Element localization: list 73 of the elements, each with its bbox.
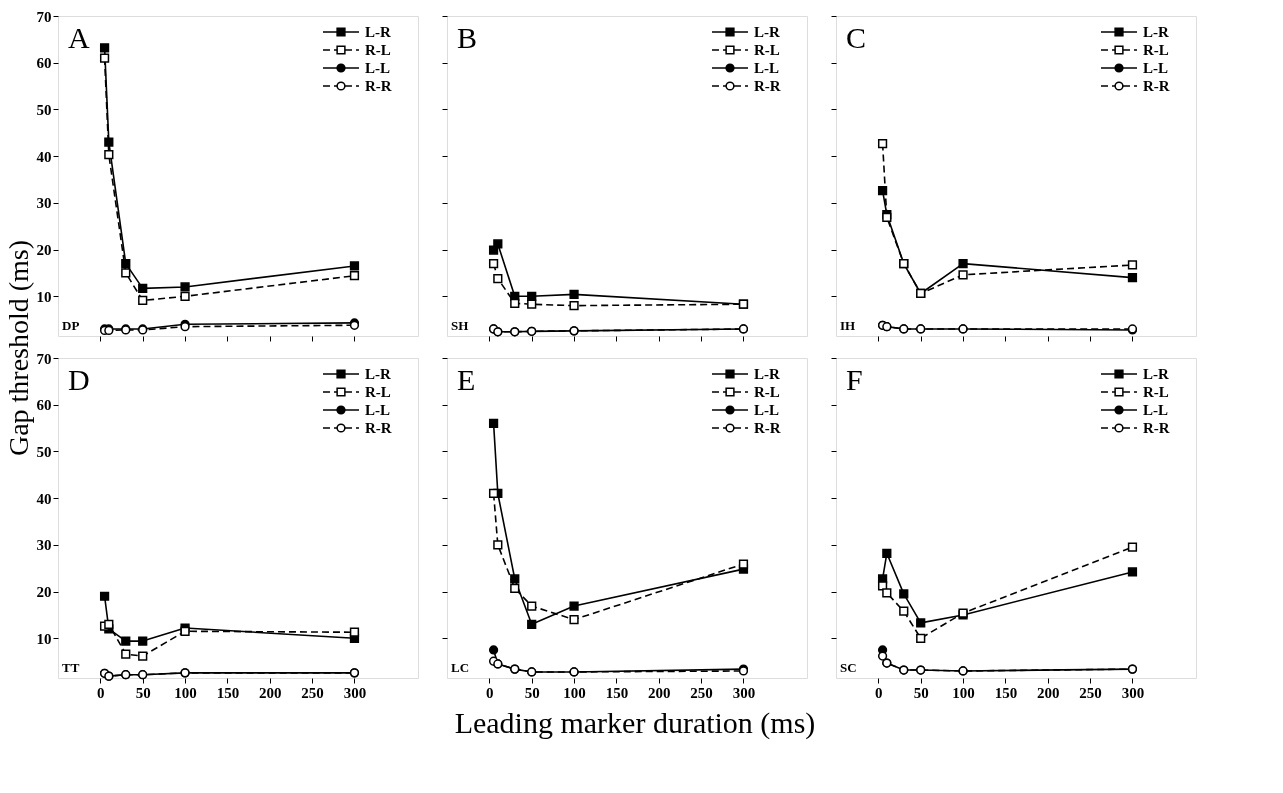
legend-label: R-L: [365, 384, 391, 400]
x-tick-label: 250: [1079, 684, 1102, 701]
x-tick-label: 250: [301, 684, 324, 701]
chart-title: B: [457, 21, 478, 54]
x-tick-label: 100: [174, 684, 197, 701]
annotation: DP: [62, 318, 80, 333]
legend-label: L-R: [1143, 24, 1169, 40]
legend-label: L-R: [754, 24, 780, 40]
y-tick-label: 10: [36, 630, 52, 647]
legend-label: L-L: [365, 402, 391, 418]
legend-label: L-R: [365, 24, 391, 40]
x-tick-label: 0: [97, 684, 105, 701]
chart-title: E: [457, 363, 476, 396]
legend-label: L-R: [754, 366, 780, 382]
x-tick-label: 150: [605, 684, 629, 701]
x-tick-label: 50: [135, 684, 151, 701]
x-tick-label: 50: [524, 684, 540, 701]
legend-label: R-R: [1143, 78, 1170, 94]
y-tick-label: 20: [36, 242, 52, 259]
x-tick-label: 200: [259, 684, 282, 701]
x-tick-label: 50: [913, 684, 929, 701]
annotation: LC: [451, 660, 470, 675]
y-tick-label: 50: [36, 101, 52, 118]
x-tick-label: 200: [648, 684, 671, 701]
legend-label: R-L: [754, 42, 780, 58]
y-tick-label: 10: [36, 288, 52, 305]
x-tick-label: 150: [994, 684, 1018, 701]
y-axis-title: Gap threshold (ms): [3, 239, 34, 457]
legend-label: R-L: [754, 384, 780, 400]
y-tick-label: 40: [36, 148, 52, 165]
y-tick-label: 70: [36, 8, 52, 25]
y-tick-label: 30: [36, 537, 52, 554]
x-tick-label: 300: [732, 684, 756, 701]
legend-label: L-R: [365, 366, 391, 382]
chart-title: F: [846, 363, 863, 396]
legend-label: L-L: [365, 60, 391, 76]
x-tick-label: 250: [690, 684, 713, 701]
legend-label: L-L: [1143, 60, 1169, 76]
y-tick-label: 30: [36, 195, 52, 212]
y-tick-label: 50: [36, 443, 52, 460]
x-tick-label: 100: [563, 684, 586, 701]
legend-label: L-R: [1143, 366, 1169, 382]
annotation: SC: [840, 660, 857, 675]
x-tick-label: 100: [952, 684, 975, 701]
y-tick-label: 60: [36, 397, 52, 414]
x-tick-label: 300: [343, 684, 367, 701]
legend-label: R-L: [365, 42, 391, 58]
legend-label: L-L: [754, 402, 780, 418]
y-tick-label: 60: [36, 55, 52, 72]
y-tick-label: 40: [36, 490, 52, 507]
x-tick-label: 150: [216, 684, 240, 701]
x-tick-label: 0: [875, 684, 883, 701]
legend-label: L-L: [1143, 402, 1169, 418]
legend-label: R-R: [754, 78, 781, 94]
legend-label: R-R: [1143, 420, 1170, 436]
chart-title: D: [68, 363, 90, 396]
legend-label: R-L: [1143, 42, 1169, 58]
chart-title: A: [68, 21, 90, 54]
annotation: IH: [840, 318, 856, 333]
x-tick-label: 200: [1037, 684, 1060, 701]
legend-label: R-R: [365, 420, 392, 436]
legend-label: L-L: [754, 60, 780, 76]
annotation: TT: [62, 660, 80, 675]
legend-label: R-L: [1143, 384, 1169, 400]
y-tick-label: 70: [36, 350, 52, 367]
x-tick-label: 300: [1121, 684, 1145, 701]
annotation: SH: [451, 318, 469, 333]
chart-title: C: [846, 21, 867, 54]
y-tick-label: 20: [36, 584, 52, 601]
legend-label: R-R: [754, 420, 781, 436]
x-axis-title: Leading marker duration (ms): [454, 706, 816, 740]
x-tick-label: 0: [486, 684, 494, 701]
legend-label: R-R: [365, 78, 392, 94]
